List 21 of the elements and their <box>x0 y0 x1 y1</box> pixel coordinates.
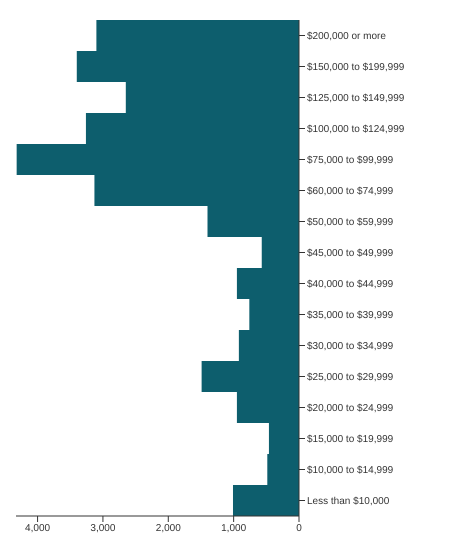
x-tick-label: 4,000 <box>25 523 51 534</box>
x-tick-label: 1,000 <box>221 523 247 534</box>
y-tick-label: $150,000 to $199,999 <box>307 62 405 74</box>
y-tick-label: $15,000 to $19,999 <box>307 434 394 446</box>
y-tick-label: Less than $10,000 <box>307 496 390 508</box>
y-tick-label: $20,000 to $24,999 <box>307 403 394 414</box>
y-tick-label: $10,000 to $14,999 <box>307 465 394 476</box>
y-tick-label: $35,000 to $39,999 <box>307 310 394 322</box>
y-tick-label: $200,000 or more <box>307 31 386 42</box>
x-tick-label: 3,000 <box>90 523 116 534</box>
y-tick-label: $30,000 to $34,999 <box>307 341 394 352</box>
y-tick-label: $50,000 to $59,999 <box>307 217 394 228</box>
y-tick-label: $40,000 to $44,999 <box>307 279 394 290</box>
x-tick-label: 0 <box>296 523 302 534</box>
x-tick-label: 2,000 <box>156 523 182 534</box>
y-tick-label: $75,000 to $99,999 <box>307 155 394 166</box>
y-tick-label: $100,000 to $124,999 <box>307 124 405 136</box>
y-tick-label: $125,000 to $149,999 <box>307 93 405 104</box>
y-tick-label: $25,000 to $29,999 <box>307 372 394 384</box>
y-tick-label: $60,000 to $74,999 <box>307 186 394 198</box>
y-tick-label: $45,000 to $49,999 <box>307 248 394 260</box>
